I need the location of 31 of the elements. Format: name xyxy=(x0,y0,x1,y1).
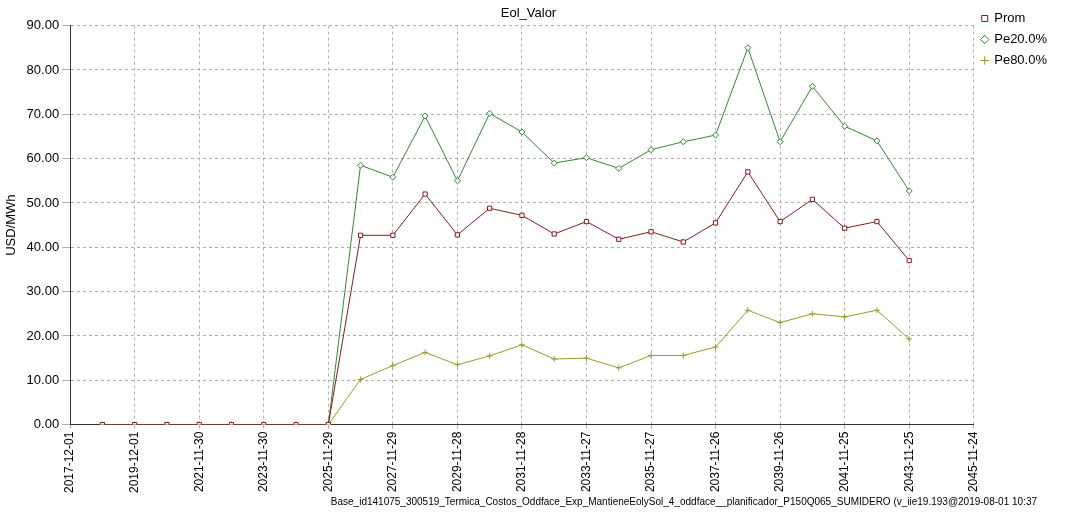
y-tick-label: 70.00 xyxy=(26,105,60,121)
y-tick-label: 0.00 xyxy=(33,416,60,432)
x-tick-label: 2021-11-30 xyxy=(191,431,206,493)
y-tick-label: 20.00 xyxy=(26,327,60,343)
y-tick-label: 40.00 xyxy=(26,238,60,254)
y-tick-label: 80.00 xyxy=(26,61,60,77)
x-tick-label: 2033-11-27 xyxy=(578,431,593,493)
y-tick-label: 30.00 xyxy=(26,283,60,299)
legend-label: Pe20.0% xyxy=(994,31,1048,47)
x-tick-label: 2019-12-01 xyxy=(126,431,141,494)
y-tick-label: 90.00 xyxy=(26,17,60,33)
text: Base_id141075_300519_Termica_Costos_Oddface_Exp_MantieneEolySol_4_oddface__planificador_P150Q065_SUMIDERO (v_iie19.193@2019-08-01 10:37 xyxy=(329,496,1038,507)
x-tick-label: 2023-11-30 xyxy=(256,431,271,493)
y-tick-label: 50.00 xyxy=(26,194,60,210)
legend-label: Prom xyxy=(994,10,1026,26)
y-tick-label: 60.00 xyxy=(26,150,60,166)
x-tick-label: 2041-11-25 xyxy=(836,431,851,493)
x-tick-label: 2031-11-28 xyxy=(514,431,529,493)
x-tick-label: 2025-11-29 xyxy=(320,431,335,493)
y-axis-title: USD/MWh xyxy=(3,194,19,256)
chart-title: Eol_Valor xyxy=(500,5,557,21)
x-tick-label: 2027-11-29 xyxy=(385,431,400,493)
x-tick-label: 2045-11-24 xyxy=(966,431,981,493)
x-tick-label: 2035-11-27 xyxy=(643,431,658,493)
legend-label: Pe80.0% xyxy=(994,52,1048,68)
x-tick-label: 2043-11-25 xyxy=(901,431,916,493)
x-tick-label: 2029-11-28 xyxy=(449,431,464,493)
y-tick-label: 10.00 xyxy=(26,371,60,387)
x-tick-label: 2017-12-01 xyxy=(62,431,77,494)
x-tick-label: 2037-11-26 xyxy=(707,431,722,493)
x-tick-label: 2039-11-26 xyxy=(772,431,787,493)
